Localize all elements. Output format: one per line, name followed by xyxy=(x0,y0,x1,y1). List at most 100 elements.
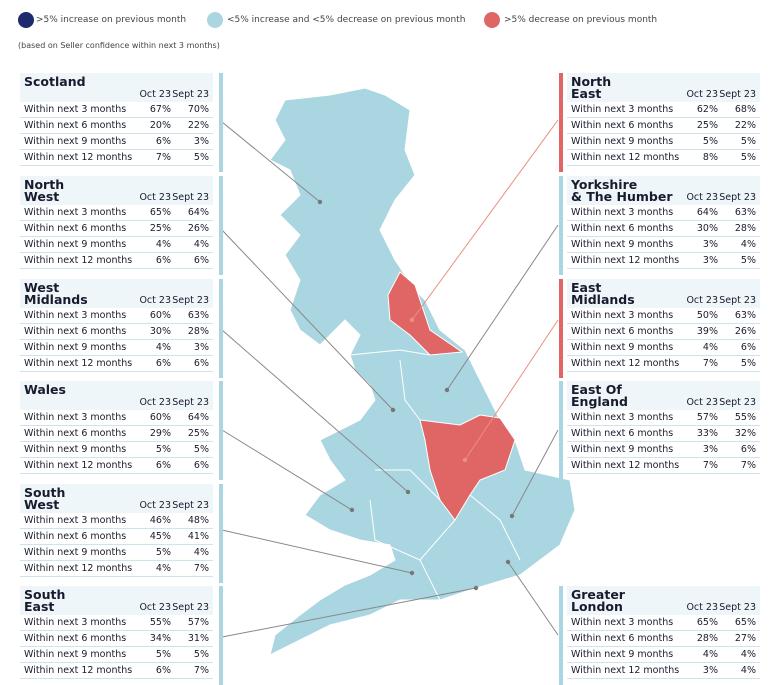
column-headers: Oct 23Sept 23 xyxy=(133,397,209,409)
region-dot xyxy=(390,407,396,413)
table-row: Within next 9 months 5% 5% xyxy=(567,134,760,150)
region-name: North East Oct 23Sept 23 xyxy=(567,73,760,102)
table-row: Within next 12 months 4% 7% xyxy=(20,561,213,577)
cell-value: 7% xyxy=(740,460,756,471)
row-label: Within next 3 months xyxy=(571,207,674,218)
cell-value: 5% xyxy=(193,649,209,660)
table-row: Within next 12 months 6% 6% xyxy=(20,253,213,269)
region-title: Greater London xyxy=(571,587,625,614)
column-header: Sept 23 xyxy=(172,602,209,613)
region-table: South East Oct 23Sept 23 Within next 3 mon… xyxy=(20,586,213,679)
row-label: Within next 12 months xyxy=(571,358,680,369)
cell-value: 41% xyxy=(187,531,209,542)
leader-line xyxy=(221,587,477,638)
row-label: Within next 3 months xyxy=(24,310,127,321)
region-name: Scotland Oct 23Sept 23 xyxy=(20,73,213,102)
region-table: Greater London Oct 23Sept 23 Within next 3… xyxy=(567,586,760,679)
cell-value: 27% xyxy=(734,633,756,644)
row-label: Within next 6 months xyxy=(24,633,127,644)
cell-value: 3% xyxy=(702,239,718,250)
column-header: Oct 23 xyxy=(139,500,171,511)
column-header: Sept 23 xyxy=(172,295,209,306)
border xyxy=(419,559,441,601)
row-label: Within next 9 months xyxy=(571,649,674,660)
column-header: Oct 23 xyxy=(139,192,171,203)
table-row: Within next 9 months 4% 4% xyxy=(20,237,213,253)
table-row: Within next 3 months 65% 64% xyxy=(20,205,213,221)
cell-value: 6% xyxy=(740,444,756,455)
region-dot xyxy=(317,199,323,205)
leader-line xyxy=(221,229,394,411)
row-label: Within next 9 months xyxy=(24,239,127,250)
cell-value: 3% xyxy=(702,444,718,455)
column-headers: Oct 23Sept 23 xyxy=(680,89,756,101)
table-accent xyxy=(219,176,223,275)
table-row: Within next 12 months 6% 7% xyxy=(20,663,213,679)
leader-line xyxy=(507,561,559,636)
region-name: Yorkshire & The Humber Oct 23Sept 23 xyxy=(567,176,760,205)
region-table: South West Oct 23Sept 23 Within next 3 mon… xyxy=(20,484,213,577)
column-headers: Oct 23Sept 23 xyxy=(133,500,209,512)
row-label: Within next 6 months xyxy=(24,326,127,337)
leader-line xyxy=(411,119,559,321)
row-label: Within next 12 months xyxy=(24,255,133,266)
row-label: Within next 6 months xyxy=(571,120,674,131)
column-headers: Oct 23Sept 23 xyxy=(680,295,756,307)
cell-value: 5% xyxy=(155,547,171,558)
cell-value: 22% xyxy=(187,120,209,131)
row-label: Within next 6 months xyxy=(571,428,674,439)
cell-value: 5% xyxy=(193,152,209,163)
cell-value: 6% xyxy=(740,342,756,353)
table-row: Within next 9 months 5% 4% xyxy=(20,545,213,561)
row-label: Within next 3 months xyxy=(571,617,674,628)
table-row: Within next 9 months 5% 5% xyxy=(20,647,213,663)
table-accent xyxy=(219,279,223,378)
table-row: Within next 3 months 46% 48% xyxy=(20,513,213,529)
cell-value: 5% xyxy=(740,255,756,266)
table-accent xyxy=(219,381,223,480)
region-name: South East Oct 23Sept 23 xyxy=(20,586,213,615)
row-label: Within next 9 months xyxy=(571,444,674,455)
row-label: Within next 3 months xyxy=(24,104,127,115)
cell-value: 5% xyxy=(740,152,756,163)
table-row: Within next 6 months 28% 27% xyxy=(567,631,760,647)
column-header: Oct 23 xyxy=(139,397,171,408)
table-row: Within next 3 months 67% 70% xyxy=(20,102,213,118)
row-label: Within next 9 months xyxy=(571,136,674,147)
row-label: Within next 6 months xyxy=(571,326,674,337)
cell-value: 6% xyxy=(155,358,171,369)
cell-value: 4% xyxy=(155,563,171,574)
table-row: Within next 12 months 7% 7% xyxy=(567,458,760,474)
cell-value: 31% xyxy=(187,633,209,644)
table-accent xyxy=(559,381,563,480)
column-header: Sept 23 xyxy=(719,602,756,613)
cell-value: 5% xyxy=(740,358,756,369)
cell-value: 3% xyxy=(193,342,209,353)
column-header: Oct 23 xyxy=(686,397,718,408)
column-header: Sept 23 xyxy=(172,397,209,408)
border xyxy=(399,359,421,421)
cell-value: 25% xyxy=(187,428,209,439)
table-row: Within next 6 months 33% 32% xyxy=(567,426,760,442)
table-row: Within next 6 months 29% 25% xyxy=(20,426,213,442)
row-label: Within next 9 months xyxy=(571,342,674,353)
cell-value: 20% xyxy=(149,120,171,131)
row-label: Within next 9 months xyxy=(24,444,127,455)
column-header: Oct 23 xyxy=(139,89,171,100)
cell-value: 65% xyxy=(696,617,718,628)
region-name: South West Oct 23Sept 23 xyxy=(20,484,213,513)
cell-value: 4% xyxy=(155,342,171,353)
table-row: Within next 9 months 4% 6% xyxy=(567,340,760,356)
leader-line xyxy=(221,329,409,493)
table-row: Within next 3 months 62% 68% xyxy=(567,102,760,118)
cell-value: 7% xyxy=(193,563,209,574)
leader-line xyxy=(446,224,559,391)
leader-line xyxy=(221,121,321,203)
cell-value: 5% xyxy=(702,136,718,147)
column-headers: Oct 23Sept 23 xyxy=(680,192,756,204)
table-row: Within next 3 months 50% 63% xyxy=(567,308,760,324)
region-name: East Of England Oct 23Sept 23 xyxy=(567,381,760,410)
column-header: Oct 23 xyxy=(686,89,718,100)
